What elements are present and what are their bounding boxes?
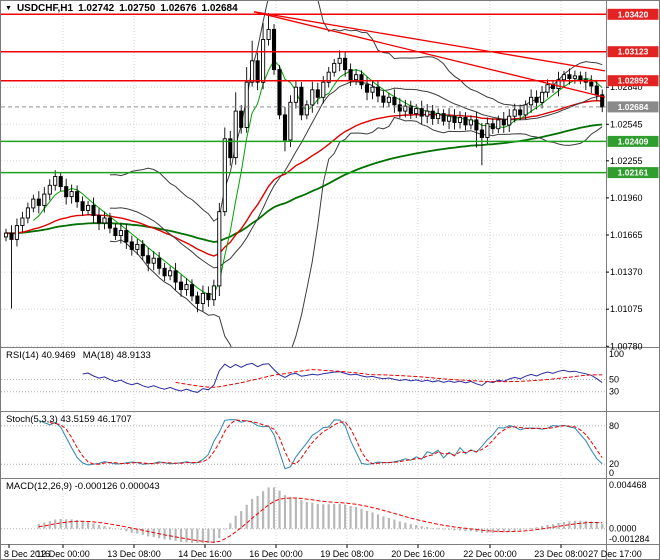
resistance-price-label: 1.03123: [618, 47, 649, 57]
price-axis-label: 1.01075: [610, 304, 643, 314]
indicator-axis-label: 0.004468: [609, 480, 647, 490]
time-axis-label: 23 Dec 08:00: [534, 549, 588, 559]
time-axis-label: 8 Dec 2016: [4, 549, 50, 559]
price-axis-label: 1.01370: [610, 267, 643, 277]
trendline-1[interactable]: [253, 11, 606, 72]
time-axis-label: 16 Dec 00:00: [249, 549, 303, 559]
indicator-axis-label: 80: [609, 421, 619, 431]
time-axis-label: 27 Dec 17:00: [588, 549, 642, 559]
time-axis-label: 13 Dec 08:00: [107, 549, 161, 559]
macd-histogram: [37, 487, 604, 543]
trendline-2[interactable]: [253, 11, 606, 98]
bollinger-lower-line: [109, 116, 603, 347]
indicator-axis-label: 100: [609, 349, 624, 359]
price-pane: [3, 1, 605, 347]
indicator-axis-label: 30: [609, 387, 619, 397]
bollinger-upper-line: [109, 1, 603, 222]
support-price-label-box: [607, 167, 659, 179]
time-axis-label: 20 Dec 16:00: [391, 549, 445, 559]
price-axis-label: 1.02840: [610, 82, 643, 92]
time-axis-label: 19 Dec 08:00: [320, 549, 374, 559]
price-axis-label: 1.01665: [610, 230, 643, 240]
resistance-price-label-box: [607, 8, 659, 20]
bid-price-label-box: [607, 101, 659, 113]
time-axis-label: 22 Dec 00:00: [463, 549, 517, 559]
price-axis-label: 1.00780: [610, 341, 643, 351]
time-axis-label: 14 Dec 16:00: [178, 549, 232, 559]
stoch-pane: [1, 419, 606, 470]
price-axis-label: 1.01960: [610, 193, 643, 203]
bollinger-middle-line: [109, 81, 603, 269]
indicator-axis-label: 0.0000: [609, 524, 637, 534]
indicator-axis-label: 50: [609, 375, 619, 385]
support-price-label-box: [607, 135, 659, 147]
grid: [1, 1, 606, 544]
resistance-price-label-box: [607, 46, 659, 58]
resistance-price-label: 1.03420: [618, 9, 649, 19]
bid-price-label: 1.02684: [618, 102, 649, 112]
candles: [3, 13, 605, 313]
indicator-axis-label: 0: [609, 468, 614, 478]
time-axis-label: 12 Dec 00:00: [36, 549, 90, 559]
resistance-price-label: 1.02892: [618, 76, 649, 86]
levels: [1, 11, 606, 174]
support-price-label: 1.02409: [618, 136, 649, 146]
stoch-k-line: [38, 419, 603, 470]
price-axis-label: 1.02255: [610, 156, 643, 166]
stoch-d-line: [49, 419, 603, 465]
macd-pane: [1, 487, 606, 543]
rsi-line: [82, 362, 603, 393]
macd-signal-line: [38, 497, 603, 543]
price-axis-label: 1.02545: [610, 119, 643, 129]
indicator-axis-label: -0.001284: [609, 534, 650, 544]
resistance-price-label-box: [607, 75, 659, 87]
rsi-pane: [1, 362, 606, 393]
support-price-label: 1.02161: [618, 168, 649, 178]
indicator-axis-label: 20: [609, 459, 619, 469]
price-axis[interactable]: 1.02840 1.02545 1.02255 1.01960 1.01665 1.013…: [606, 8, 659, 352]
